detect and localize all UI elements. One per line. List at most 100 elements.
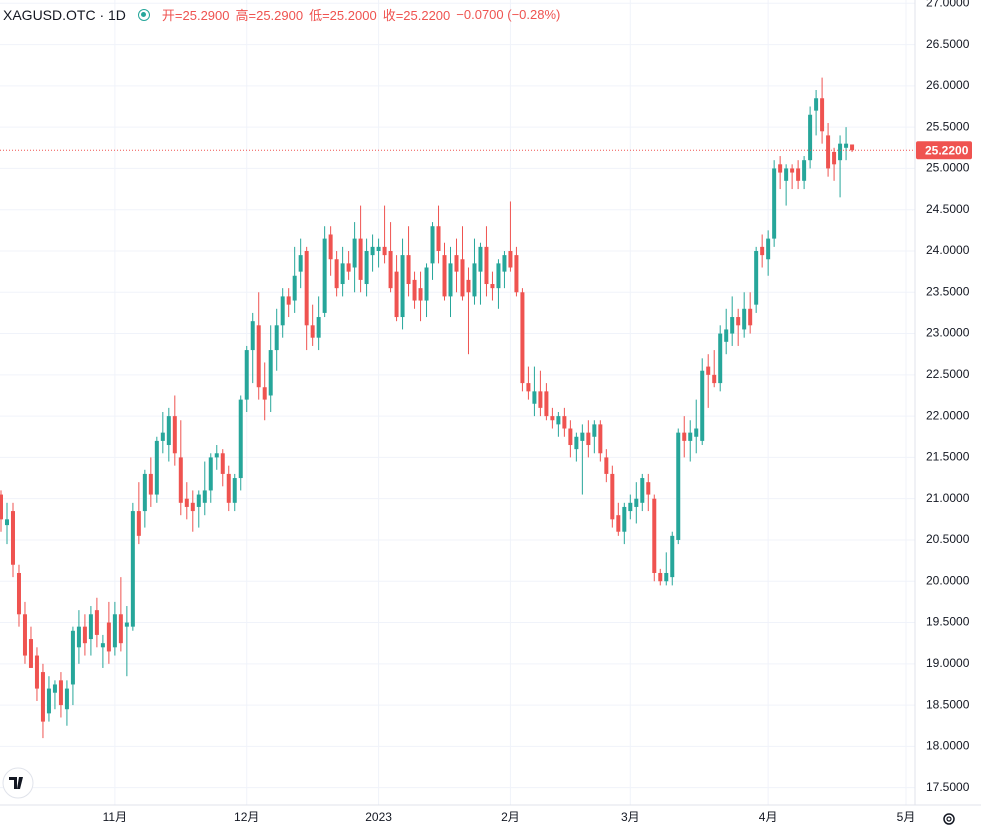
candle-body bbox=[268, 350, 273, 396]
candle-body bbox=[142, 473, 147, 512]
candle-body bbox=[64, 688, 69, 710]
candle-body bbox=[52, 684, 57, 693]
candle-body bbox=[262, 387, 267, 400]
candle-body bbox=[496, 263, 501, 289]
candle-body bbox=[112, 614, 117, 648]
y-tick-label: 22.0000 bbox=[926, 408, 970, 422]
candle-body bbox=[676, 432, 681, 540]
candle-body bbox=[796, 168, 801, 181]
candle-body bbox=[478, 246, 483, 272]
candle-body bbox=[256, 325, 261, 388]
candle-body bbox=[490, 284, 495, 289]
candle-body bbox=[130, 511, 135, 627]
settings-icon[interactable] bbox=[943, 813, 955, 825]
candle-body bbox=[40, 672, 45, 722]
y-tick-label: 18.0000 bbox=[926, 739, 970, 753]
candle-body bbox=[544, 391, 549, 417]
candle-body bbox=[148, 473, 153, 495]
y-tick-label: 26.5000 bbox=[926, 37, 970, 51]
candle-body bbox=[550, 416, 555, 421]
candle-body bbox=[280, 296, 285, 326]
last-price-label: 25.2200 bbox=[925, 143, 969, 157]
x-tick-label: 2月 bbox=[501, 810, 520, 824]
symbol: XAGUSD.OTC · 1D bbox=[3, 6, 126, 23]
candle-body bbox=[466, 279, 471, 293]
x-tick-label: 5月 bbox=[897, 810, 916, 824]
candle-body bbox=[364, 250, 369, 285]
candle-body bbox=[766, 238, 771, 260]
y-tick-label: 26.0000 bbox=[926, 78, 970, 92]
ohlc-field: 高=25.2900 bbox=[235, 8, 304, 23]
candle-body bbox=[664, 572, 669, 582]
candle-body bbox=[832, 151, 837, 165]
candle-body bbox=[238, 399, 243, 479]
y-tick-label: 24.5000 bbox=[926, 202, 970, 216]
candle-body bbox=[718, 333, 723, 384]
candle-body bbox=[850, 144, 855, 151]
candle-body bbox=[754, 250, 759, 305]
candle-body bbox=[448, 263, 453, 297]
candle-body bbox=[700, 370, 705, 441]
x-tick-label: 11月 bbox=[103, 810, 127, 824]
candle-body bbox=[418, 288, 423, 301]
y-tick-label: 25.0000 bbox=[926, 161, 970, 175]
candle-body bbox=[160, 432, 165, 441]
candle-body bbox=[580, 432, 585, 441]
y-tick-label: 27.0000 bbox=[926, 0, 970, 9]
candle-body bbox=[292, 275, 297, 301]
candle-body bbox=[772, 168, 777, 239]
y-tick-label: 19.0000 bbox=[926, 656, 970, 670]
candle-body bbox=[220, 453, 225, 474]
candle-body bbox=[838, 143, 843, 161]
y-tick-label: 25.5000 bbox=[926, 119, 970, 133]
grid bbox=[0, 0, 915, 805]
candle-body bbox=[334, 259, 339, 289]
candle-body bbox=[814, 98, 819, 111]
candle-body bbox=[16, 572, 21, 615]
candle-body bbox=[724, 329, 729, 342]
candle-body bbox=[538, 391, 543, 408]
candle-body bbox=[532, 391, 537, 404]
time-axis bbox=[0, 805, 981, 830]
candle-body bbox=[214, 453, 219, 458]
candle-body bbox=[46, 688, 51, 714]
legend: XAGUSD.OTC · 1D 开=25.2900 高=25.2900 低=25… bbox=[3, 5, 566, 24]
y-tick-label: 23.5000 bbox=[926, 284, 970, 298]
ohlc-field: 开=25.2900 bbox=[161, 8, 230, 23]
candle-body bbox=[628, 502, 633, 512]
candle-body bbox=[778, 164, 783, 173]
candle-body bbox=[172, 416, 177, 454]
candle-body bbox=[508, 250, 513, 268]
candle-body bbox=[118, 614, 123, 644]
change: −0.0700 (−0.28%) bbox=[456, 7, 561, 22]
candle-body bbox=[250, 321, 255, 351]
candle-body bbox=[670, 535, 675, 578]
y-tick-label: 19.5000 bbox=[926, 615, 970, 629]
candle-body bbox=[208, 457, 213, 491]
candle-body bbox=[394, 271, 399, 318]
candle-body bbox=[568, 428, 573, 446]
candle-body bbox=[484, 246, 489, 285]
candle-body bbox=[304, 250, 309, 326]
candle-body bbox=[106, 622, 111, 652]
candle-body bbox=[706, 366, 711, 375]
candle-body bbox=[556, 416, 561, 425]
candle-body bbox=[0, 494, 3, 520]
candle-body bbox=[790, 168, 795, 173]
price-axis bbox=[915, 0, 981, 830]
candle-body bbox=[520, 292, 525, 384]
candle-body bbox=[574, 436, 579, 450]
candle-body bbox=[742, 308, 747, 330]
candle-body bbox=[604, 457, 609, 474]
status-icon[interactable] bbox=[137, 8, 150, 21]
candle-body bbox=[400, 255, 405, 318]
candle-body bbox=[376, 246, 381, 251]
candle-body bbox=[412, 279, 417, 301]
candle-body bbox=[622, 506, 627, 532]
candle-body bbox=[640, 478, 645, 503]
x-tick-label: 12月 bbox=[234, 810, 259, 824]
candle-body bbox=[190, 502, 195, 512]
candle-body bbox=[178, 457, 183, 503]
candle-body bbox=[88, 614, 93, 640]
candle-body bbox=[124, 622, 129, 627]
